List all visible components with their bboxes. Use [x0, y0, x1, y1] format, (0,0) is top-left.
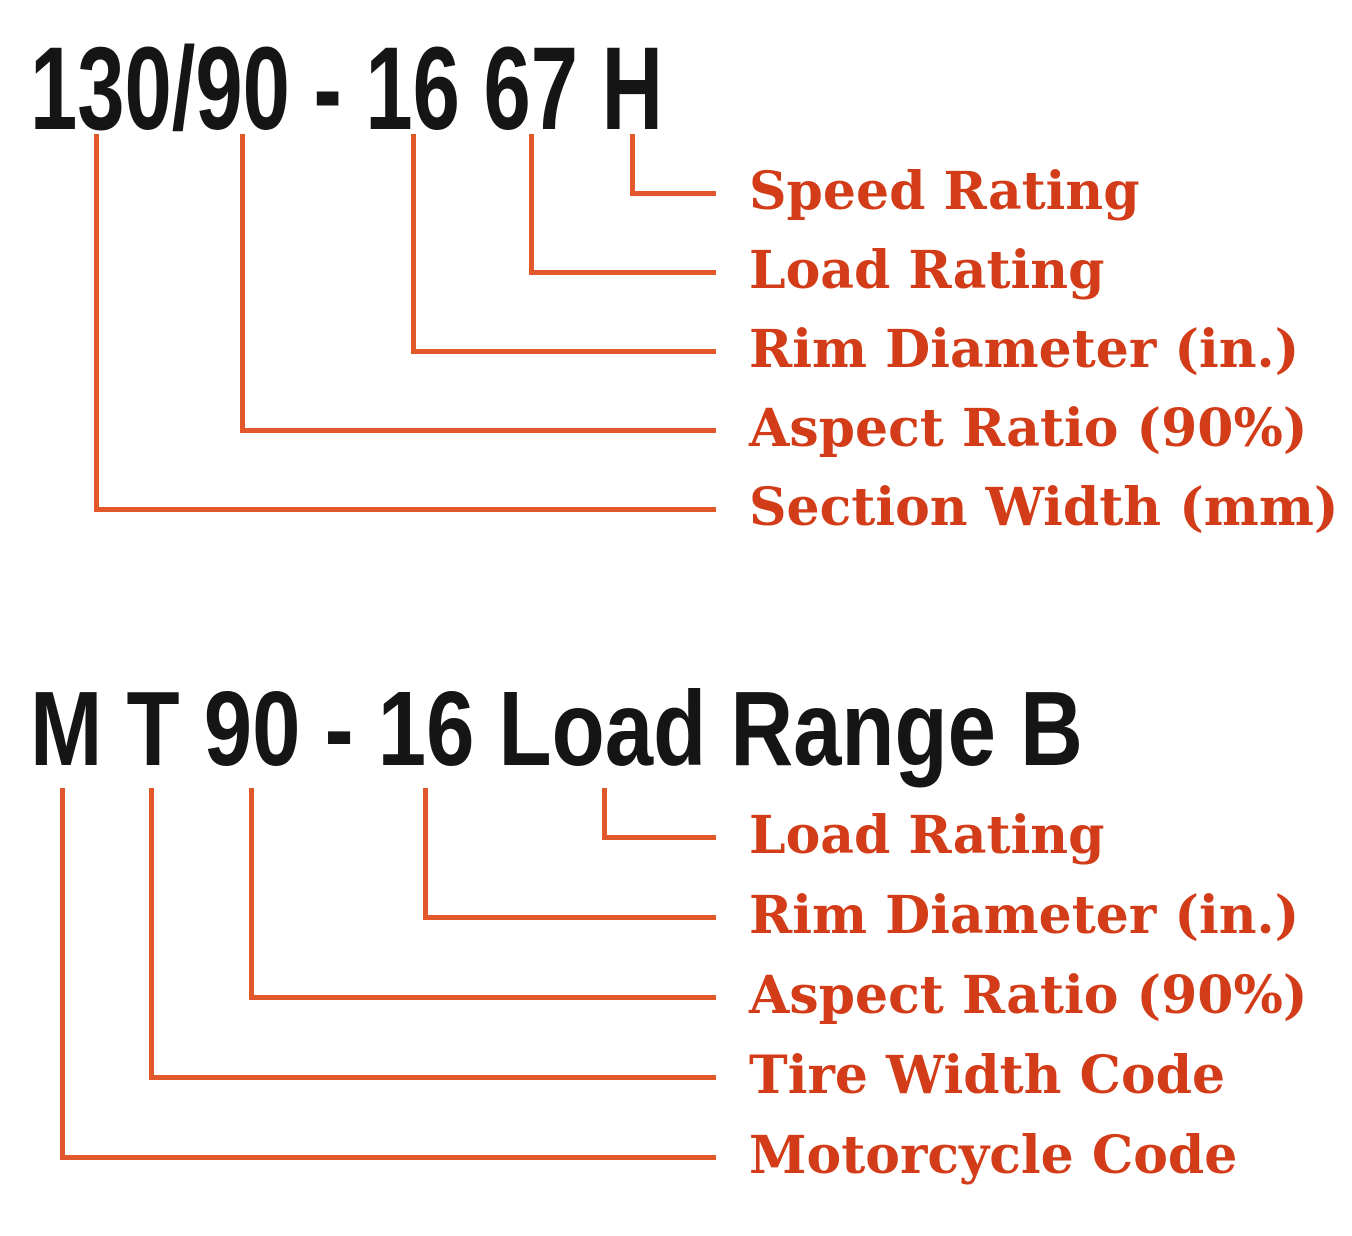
- callout-line: [248, 994, 716, 1000]
- callout-line: [148, 788, 154, 1080]
- callout-line: [93, 506, 716, 512]
- callout-line: [601, 788, 607, 840]
- callout-label-speed-rating: Speed Rating: [749, 160, 1140, 222]
- callout-line: [422, 914, 716, 920]
- callout-label-load-rating: Load Rating: [749, 239, 1105, 301]
- callout-label-rim-diameter: Rim Diameter (in.): [749, 318, 1300, 380]
- callout-line: [239, 134, 245, 433]
- callout-line: [148, 1074, 716, 1080]
- callout-line: [59, 1154, 716, 1160]
- callout-label-load-rating: Load Rating: [749, 804, 1105, 866]
- callout-label-tire-width-code: Tire Width Code: [749, 1044, 1226, 1106]
- callout-line: [422, 788, 428, 920]
- callout-line: [93, 134, 99, 512]
- callout-line: [410, 348, 716, 354]
- callout-line: [629, 190, 716, 196]
- tire-size-heading-metric: 130/90 - 16 67 H: [30, 23, 663, 155]
- callout-line: [248, 788, 254, 1000]
- callout-line: [601, 834, 716, 840]
- callout-line: [59, 788, 65, 1160]
- callout-line: [528, 269, 716, 275]
- callout-label-aspect-ratio: Aspect Ratio (90%): [749, 964, 1308, 1026]
- callout-line: [410, 134, 416, 354]
- callout-label-aspect-ratio: Aspect Ratio (90%): [749, 397, 1308, 459]
- tire-size-heading-alpha: M T 90 - 16 Load Range B: [30, 670, 1083, 788]
- callout-label-motorcycle-code: Motorcycle Code: [749, 1124, 1238, 1186]
- callout-label-section-width: Section Width (mm): [749, 476, 1339, 538]
- callout-line: [239, 427, 716, 433]
- callout-line: [629, 134, 635, 196]
- callout-line: [528, 134, 534, 275]
- callout-label-rim-diameter: Rim Diameter (in.): [749, 884, 1300, 946]
